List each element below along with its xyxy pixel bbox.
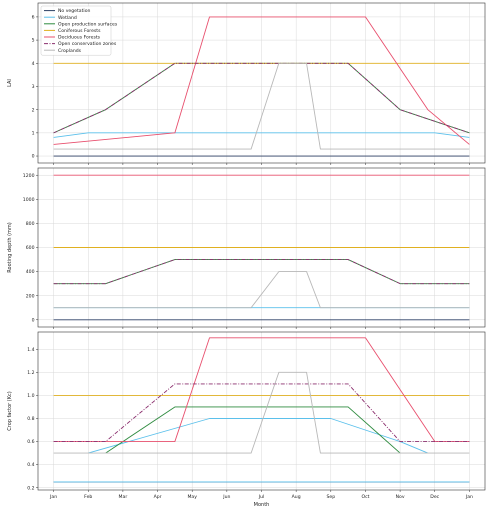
legend-label: Wetland (58, 15, 77, 21)
y-tick-label: 1000 (23, 197, 35, 203)
y-tick-label: 3 (32, 84, 35, 90)
series-line (53, 383, 470, 443)
legend-label: Open conservation zones (58, 41, 117, 47)
panel-2: 0 200 400 600 800 1000 1200 Rooting depth (mm) (7, 167, 486, 329)
x-tick-label: Jan (465, 494, 473, 500)
y-tick-label: 4 (32, 61, 35, 67)
legend-label: Croplands (58, 48, 82, 54)
y-tick-label: 0 (32, 154, 35, 160)
legend-box (40, 5, 112, 56)
x-tick-label: Mar (119, 494, 128, 500)
series-line (53, 259, 470, 285)
y-tick-label: 0.6 (27, 439, 34, 445)
x-tick-label: Feb (84, 494, 92, 500)
legend-label: No vegetation (58, 8, 90, 14)
series-line (53, 132, 470, 138)
series-line (53, 62, 470, 134)
y-tick-label: 2 (32, 107, 35, 113)
y-tick-label: 5 (32, 38, 35, 44)
x-tick-label: Oct (361, 494, 369, 500)
series-line (53, 16, 470, 145)
y-tick-label: 400 (26, 269, 35, 275)
y-axis-label: LAI (7, 79, 13, 87)
x-tick-label: Sep (326, 494, 335, 500)
y-tick-label: 0.8 (27, 416, 34, 422)
series-line (53, 271, 470, 309)
y-tick-label: 200 (26, 293, 35, 299)
series-line (88, 418, 429, 454)
x-tick-label: Jan (49, 494, 57, 500)
x-axis-label: Month (254, 502, 270, 508)
series-line (105, 406, 401, 454)
x-tick-label: May (187, 494, 197, 500)
y-tick-label: 0.4 (27, 462, 34, 468)
y-tick-label: 800 (26, 221, 35, 227)
x-tick-label: Dec (430, 494, 439, 500)
y-tick-label: 1.2 (27, 370, 34, 376)
legend-label: Deciduous Forests (58, 35, 101, 41)
legend-label: Open production surfaces (58, 21, 118, 27)
y-tick-label: 6 (32, 15, 35, 21)
series-line (53, 371, 470, 454)
y-tick-label: 1 (32, 130, 35, 136)
panel-3: 0.2 0.4 0.6 0.8 1.0 1.2 1.4 Crop factor (Kc) Jan… (7, 331, 486, 508)
y-tick-label: 0 (32, 317, 35, 323)
series-line (53, 62, 470, 150)
y-tick-label: 1.0 (27, 393, 34, 399)
y-axis-label: Rooting depth (mm) (7, 222, 13, 272)
x-tick-label: Nov (396, 494, 405, 500)
y-tick-label: 1.4 (27, 347, 34, 353)
x-tick-label: Jun (222, 494, 230, 500)
x-tick-label: Aug (292, 494, 301, 500)
y-axis-label: Crop factor (Kc) (7, 391, 13, 430)
y-tick-label: 1200 (23, 173, 35, 179)
legend-label: Coniferous Forests (58, 28, 101, 34)
y-tick-label: 0.2 (27, 485, 34, 491)
x-tick-label: Apr (154, 494, 162, 500)
y-tick-label: 600 (26, 245, 35, 251)
x-tick-label: Jul (258, 494, 265, 500)
